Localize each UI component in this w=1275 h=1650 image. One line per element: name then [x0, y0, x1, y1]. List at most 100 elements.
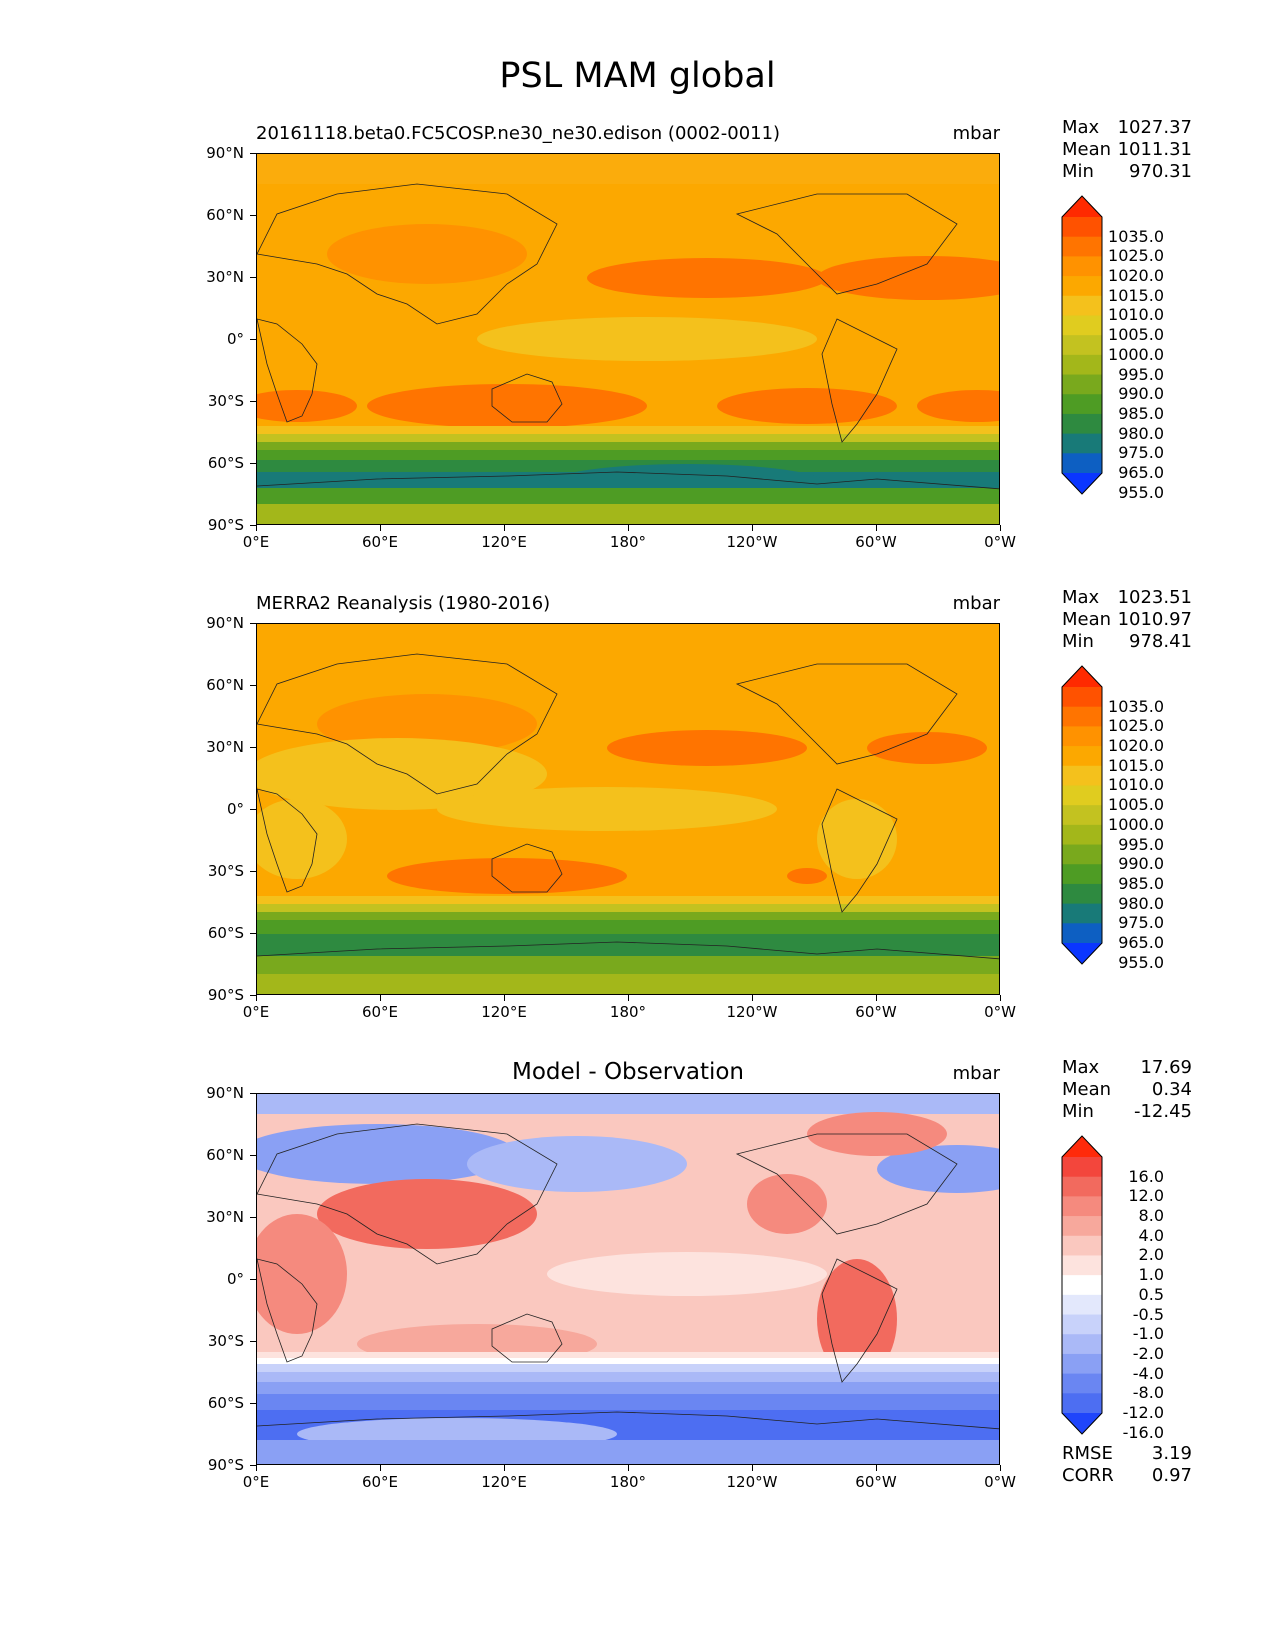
stat-value: 3.19 — [1151, 1443, 1192, 1464]
lat-tick — [250, 1093, 256, 1094]
stat-value: 978.41 — [1129, 631, 1192, 652]
band-m1 — [257, 1364, 999, 1372]
lon-label: 120°W — [726, 533, 778, 551]
stat-rmse: RMSE 3.19 — [1062, 1443, 1192, 1465]
units-label: mbar — [952, 593, 1000, 614]
lat-label: 90°N — [206, 614, 244, 632]
coast-n-america — [735, 193, 958, 295]
colorbar-tick-label: 1025.0 — [1108, 716, 1164, 736]
high-n-asia — [327, 224, 527, 284]
high-s-indian — [387, 858, 627, 894]
lon-tick — [1000, 995, 1001, 1001]
colorbar-segment — [1062, 746, 1102, 767]
colorbar-segment — [1062, 256, 1102, 277]
lat-label: 60°N — [206, 206, 244, 224]
stat-label: Mean — [1062, 139, 1112, 160]
field-arctic — [257, 154, 999, 184]
lon-label: 0°E — [242, 1473, 270, 1491]
lat-label: 0° — [226, 330, 244, 348]
colorbar-segment — [1062, 765, 1102, 787]
lat-label: 30°S — [207, 1332, 244, 1350]
colorbar-tick-label: 2.0 — [1138, 1245, 1164, 1265]
lat-label: 0° — [226, 800, 244, 818]
lon-label: 60°W — [855, 1003, 897, 1021]
colorbar-segment — [1062, 785, 1102, 806]
difference-map — [256, 1093, 1000, 1465]
colorbar-segment — [1062, 1235, 1102, 1257]
lat-label: 0° — [226, 1270, 244, 1288]
stat-corr: CORR 0.97 — [1062, 1465, 1192, 1487]
colorbar-segment — [1062, 374, 1102, 395]
colorbar-segment — [1062, 1157, 1102, 1178]
colorbar-segment — [1062, 453, 1102, 474]
stat-mean: Mean 1011.31 — [1062, 139, 1192, 161]
colorbar — [1060, 1135, 1104, 1439]
lon-label: 60°W — [855, 533, 897, 551]
lat-tick — [250, 525, 256, 526]
colorbar-tick-label: -16.0 — [1122, 1422, 1164, 1442]
colorbar-outline — [1061, 1135, 1103, 1435]
band-980 — [257, 934, 999, 956]
lat-label: 30°N — [206, 268, 244, 286]
lat-tick — [250, 933, 256, 934]
lon-tick — [752, 1465, 753, 1471]
colorbar-segment — [1062, 236, 1102, 257]
lon-tick — [876, 525, 877, 531]
lon-tick — [256, 995, 257, 1001]
colorbar-tick-label: 995.0 — [1118, 834, 1164, 854]
psl-map — [256, 623, 1000, 995]
colorbar-segment — [1062, 805, 1102, 826]
stat-value: -12.45 — [1133, 1101, 1192, 1122]
stat-value: 1011.31 — [1117, 139, 1192, 160]
lat-label: 30°S — [207, 392, 244, 410]
stat-mean: Mean 1010.97 — [1062, 609, 1192, 631]
antarctic-1 — [257, 956, 999, 974]
samerica-pos — [817, 1259, 897, 1379]
coast-s-america — [821, 1258, 898, 1383]
colorbar-segment — [1062, 217, 1102, 238]
lat-tick — [250, 1279, 256, 1280]
arctic-blue — [257, 1094, 999, 1114]
colorbar-tick-label: 1005.0 — [1108, 795, 1164, 815]
colorbar-segment — [1062, 1373, 1102, 1394]
colorbar-tick-label: 1000.0 — [1108, 814, 1164, 834]
colorbar-segment — [1062, 726, 1102, 747]
colorbar-tick-label: -2.0 — [1132, 1343, 1164, 1363]
band-1000 — [257, 904, 999, 912]
lat-label: 60°N — [206, 1146, 244, 1164]
lat-label: 60°S — [207, 1394, 244, 1412]
colorbar-tick-label: 1020.0 — [1108, 266, 1164, 286]
lat-label: 60°N — [206, 676, 244, 694]
high-s-pacific — [787, 868, 827, 884]
lon-tick — [504, 1465, 505, 1471]
colorbar-extend-min — [1062, 943, 1102, 964]
lat-label: 90°S — [207, 516, 244, 534]
error-stats-box: RMSE 3.19 CORR 0.97 — [1062, 1443, 1192, 1487]
equator-trough — [437, 787, 777, 831]
high-s-pacific — [717, 388, 897, 424]
coast-eurasia — [257, 653, 558, 795]
colorbar-tick-label: 990.0 — [1118, 854, 1164, 874]
colorbar-tick-label: -4.0 — [1132, 1363, 1164, 1383]
colorbar-tick-label: 975.0 — [1118, 913, 1164, 933]
high-s-atlantic-2 — [917, 390, 999, 422]
band-05 — [257, 1358, 999, 1364]
band-1010 — [257, 426, 999, 434]
colorbar-tick-label: 955.0 — [1118, 952, 1164, 972]
stat-value: 1010.97 — [1117, 609, 1192, 630]
lon-label: 120°E — [481, 533, 527, 551]
lon-label: 0°W — [984, 1003, 1016, 1021]
stat-min: Min 978.41 — [1062, 631, 1192, 653]
lat-label: 30°N — [206, 1208, 244, 1226]
colorbar-tick-label: 8.0 — [1138, 1206, 1164, 1226]
colorbar-segment — [1062, 1196, 1102, 1217]
panel-title: 20161118.beta0.FC5COSP.ne30_ne30.edison … — [256, 123, 781, 144]
colorbar-tick-label: 1015.0 — [1108, 285, 1164, 305]
colorbar-segment — [1062, 394, 1102, 415]
lon-tick — [628, 1465, 629, 1471]
stat-value: 0.97 — [1151, 1465, 1192, 1486]
colorbar-svg — [1061, 195, 1103, 495]
lat-tick — [250, 339, 256, 340]
lon-label: 60°E — [361, 1003, 399, 1021]
stat-label: RMSE — [1062, 1443, 1113, 1464]
